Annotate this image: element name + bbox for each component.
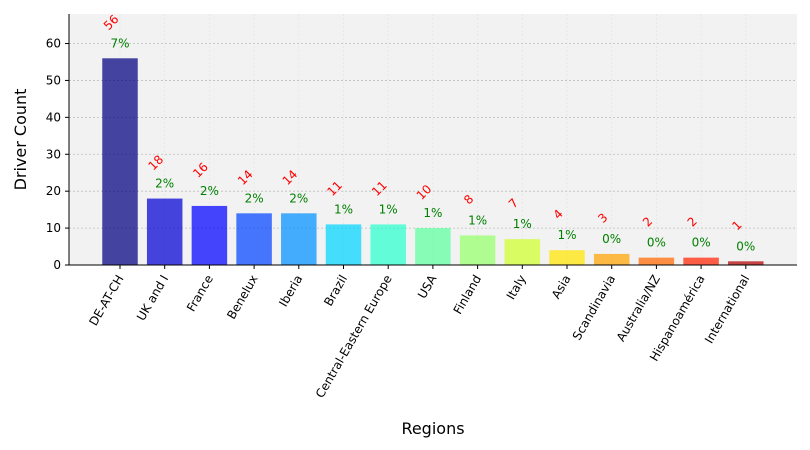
percent-label: 0%: [602, 232, 621, 246]
x-tick-label: Finland: [451, 273, 485, 317]
y-tick-label: 60: [46, 37, 61, 51]
y-tick-label: 40: [46, 110, 61, 124]
bar: [102, 58, 138, 266]
bar: [415, 228, 451, 265]
percent-label: 2%: [200, 184, 219, 198]
bar: [549, 250, 585, 265]
bar: [370, 224, 406, 265]
percent-label: 0%: [647, 236, 666, 250]
y-tick-label: 20: [46, 184, 61, 198]
bar: [146, 198, 183, 265]
bar: [325, 224, 362, 265]
bar: [191, 205, 228, 265]
percent-label: 0%: [692, 236, 711, 250]
x-tick-label: Central-Eastern Europe: [313, 273, 395, 401]
x-tick-label: Iberia: [276, 273, 305, 310]
x-tick-label: UK and I: [134, 273, 171, 324]
bar: [638, 257, 675, 265]
percent-label: 7%: [110, 36, 129, 50]
percent-label: 2%: [245, 191, 264, 205]
x-tick-label: Australia/NZ: [614, 273, 663, 344]
y-tick-label: 10: [46, 221, 61, 235]
percent-label: 1%: [513, 217, 532, 231]
percent-label: 2%: [289, 191, 308, 205]
percent-label: 1%: [334, 202, 353, 216]
percent-label: 1%: [379, 202, 398, 216]
bar: [683, 257, 719, 265]
x-tick-label: Italy: [504, 273, 529, 303]
percent-label: 0%: [736, 239, 755, 253]
bars: [102, 58, 764, 266]
x-tick-label: Scandinavia: [570, 273, 619, 343]
y-tick-label: 50: [46, 73, 61, 87]
x-tick-label: DE-AT-CH: [86, 273, 126, 329]
bar: [593, 253, 630, 265]
x-axis-title: Regions: [401, 419, 464, 438]
x-tick-label: Asia: [549, 273, 574, 302]
x-tick-label: Brazil: [321, 273, 350, 309]
bar: [281, 213, 317, 265]
percent-label: 2%: [155, 177, 174, 191]
bar: [504, 239, 541, 265]
percent-label: 1%: [557, 228, 576, 242]
percent-label: 1%: [423, 206, 442, 220]
x-tick-label: USA: [415, 272, 440, 301]
percent-label: 1%: [468, 213, 487, 227]
y-axis-title: Driver Count: [11, 89, 30, 191]
x-tick-label: France: [184, 273, 216, 315]
bar: [728, 261, 764, 265]
bar: [236, 213, 272, 265]
x-tick-label: Benelux: [224, 273, 260, 322]
x-tick-label: International: [702, 273, 752, 346]
bar: [459, 235, 496, 265]
y-tick-label: 0: [53, 258, 61, 272]
y-tick-label: 30: [46, 147, 61, 161]
